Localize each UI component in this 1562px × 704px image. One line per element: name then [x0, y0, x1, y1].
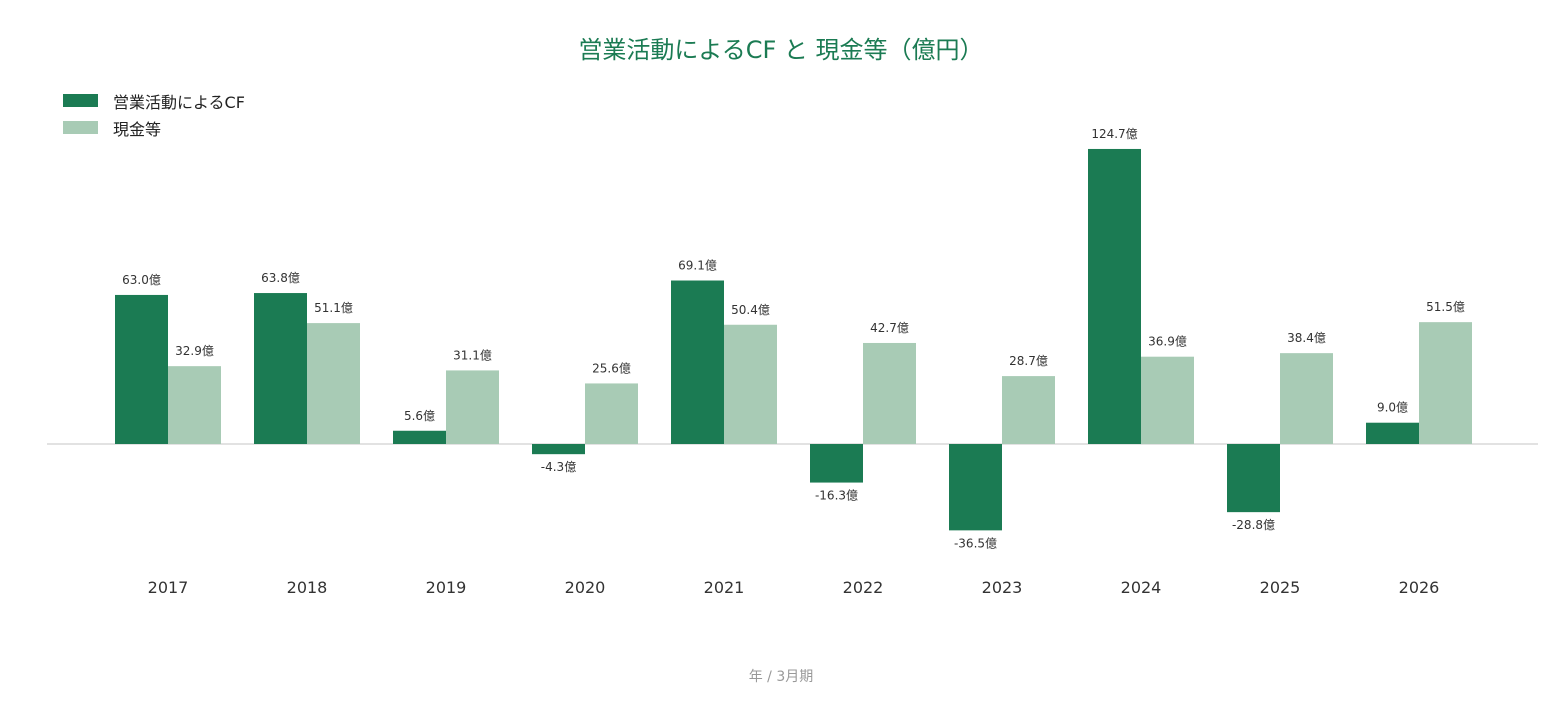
bar-cf-2020	[532, 444, 585, 455]
data-label-cash-2022: 42.7億	[870, 321, 909, 335]
data-label-cf-2024: 124.7億	[1091, 127, 1137, 141]
x-tick-label-2026: 2026	[1399, 578, 1440, 597]
data-label-cash-2019: 31.1億	[453, 348, 492, 362]
data-label-cf-2025: -28.8億	[1232, 518, 1275, 532]
data-label-cf-2017: 63.0億	[122, 273, 161, 287]
x-tick-label-2020: 2020	[565, 578, 606, 597]
data-label-cash-2024: 36.9億	[1148, 335, 1187, 349]
bar-cf-2019	[393, 430, 446, 444]
bar-cf-2023	[949, 444, 1002, 531]
bar-cf-2021	[671, 280, 724, 444]
legend-label-cash: 現金等	[113, 119, 162, 139]
bar-cash-2017	[168, 366, 221, 444]
x-tick-label-2019: 2019	[426, 578, 467, 597]
data-label-cf-2021: 69.1億	[678, 259, 717, 273]
bar-cash-2021	[724, 324, 777, 444]
data-label-cf-2026: 9.0億	[1377, 401, 1408, 415]
bar-cash-2019	[446, 370, 499, 444]
bar-cf-2017	[115, 294, 168, 444]
bar-cash-2026	[1419, 322, 1472, 444]
bar-cf-2024	[1088, 148, 1141, 445]
data-label-cf-2022: -16.3億	[815, 489, 858, 503]
x-tick-label-2023: 2023	[982, 578, 1023, 597]
bar-cash-2023	[1002, 376, 1055, 444]
legend-item-cf[interactable]: 営業活動によるCF	[63, 87, 245, 114]
data-label-cash-2018: 51.1億	[314, 301, 353, 315]
data-label-cash-2021: 50.4億	[731, 303, 770, 317]
data-label-cash-2017: 32.9億	[175, 344, 214, 358]
data-label-cash-2020: 25.6億	[592, 361, 631, 375]
x-tick-label-2017: 2017	[148, 578, 189, 597]
bar-cf-2026	[1366, 422, 1419, 444]
data-label-cash-2023: 28.7億	[1009, 354, 1048, 368]
data-label-cash-2025: 38.4億	[1287, 331, 1326, 345]
x-tick-label-2022: 2022	[843, 578, 884, 597]
data-label-cf-2020: -4.3億	[541, 460, 576, 474]
data-label-cf-2018: 63.8億	[261, 271, 300, 285]
data-label-cf-2019: 5.6億	[404, 409, 435, 423]
bar-cf-2025	[1227, 444, 1280, 513]
bar-cash-2025	[1280, 353, 1333, 444]
legend-swatch-cf	[63, 94, 98, 107]
bar-cash-2018	[307, 323, 360, 444]
bar-cash-2024	[1141, 356, 1194, 444]
x-axis-label: 年 / 3月期	[748, 669, 814, 685]
x-tick-label-2018: 2018	[287, 578, 328, 597]
x-tick-label-2024: 2024	[1121, 578, 1162, 597]
data-label-cf-2023: -36.5億	[954, 536, 997, 550]
bar-cf-2018	[254, 293, 307, 444]
legend-label-cf: 営業活動によるCF	[113, 92, 245, 112]
legend-swatch-cash	[63, 121, 98, 134]
legend: 営業活動によるCF 現金等	[63, 87, 245, 141]
x-tick-label-2021: 2021	[704, 578, 745, 597]
legend-item-cash[interactable]: 現金等	[63, 114, 245, 141]
chart-title: 営業活動によるCF と 現金等（億円）	[578, 36, 984, 64]
data-label-cash-2026: 51.5億	[1426, 300, 1465, 314]
x-tick-label-2025: 2025	[1260, 578, 1301, 597]
bar-cash-2022	[863, 342, 916, 444]
bar-cash-2020	[585, 383, 638, 444]
bar-cf-2022	[810, 444, 863, 483]
